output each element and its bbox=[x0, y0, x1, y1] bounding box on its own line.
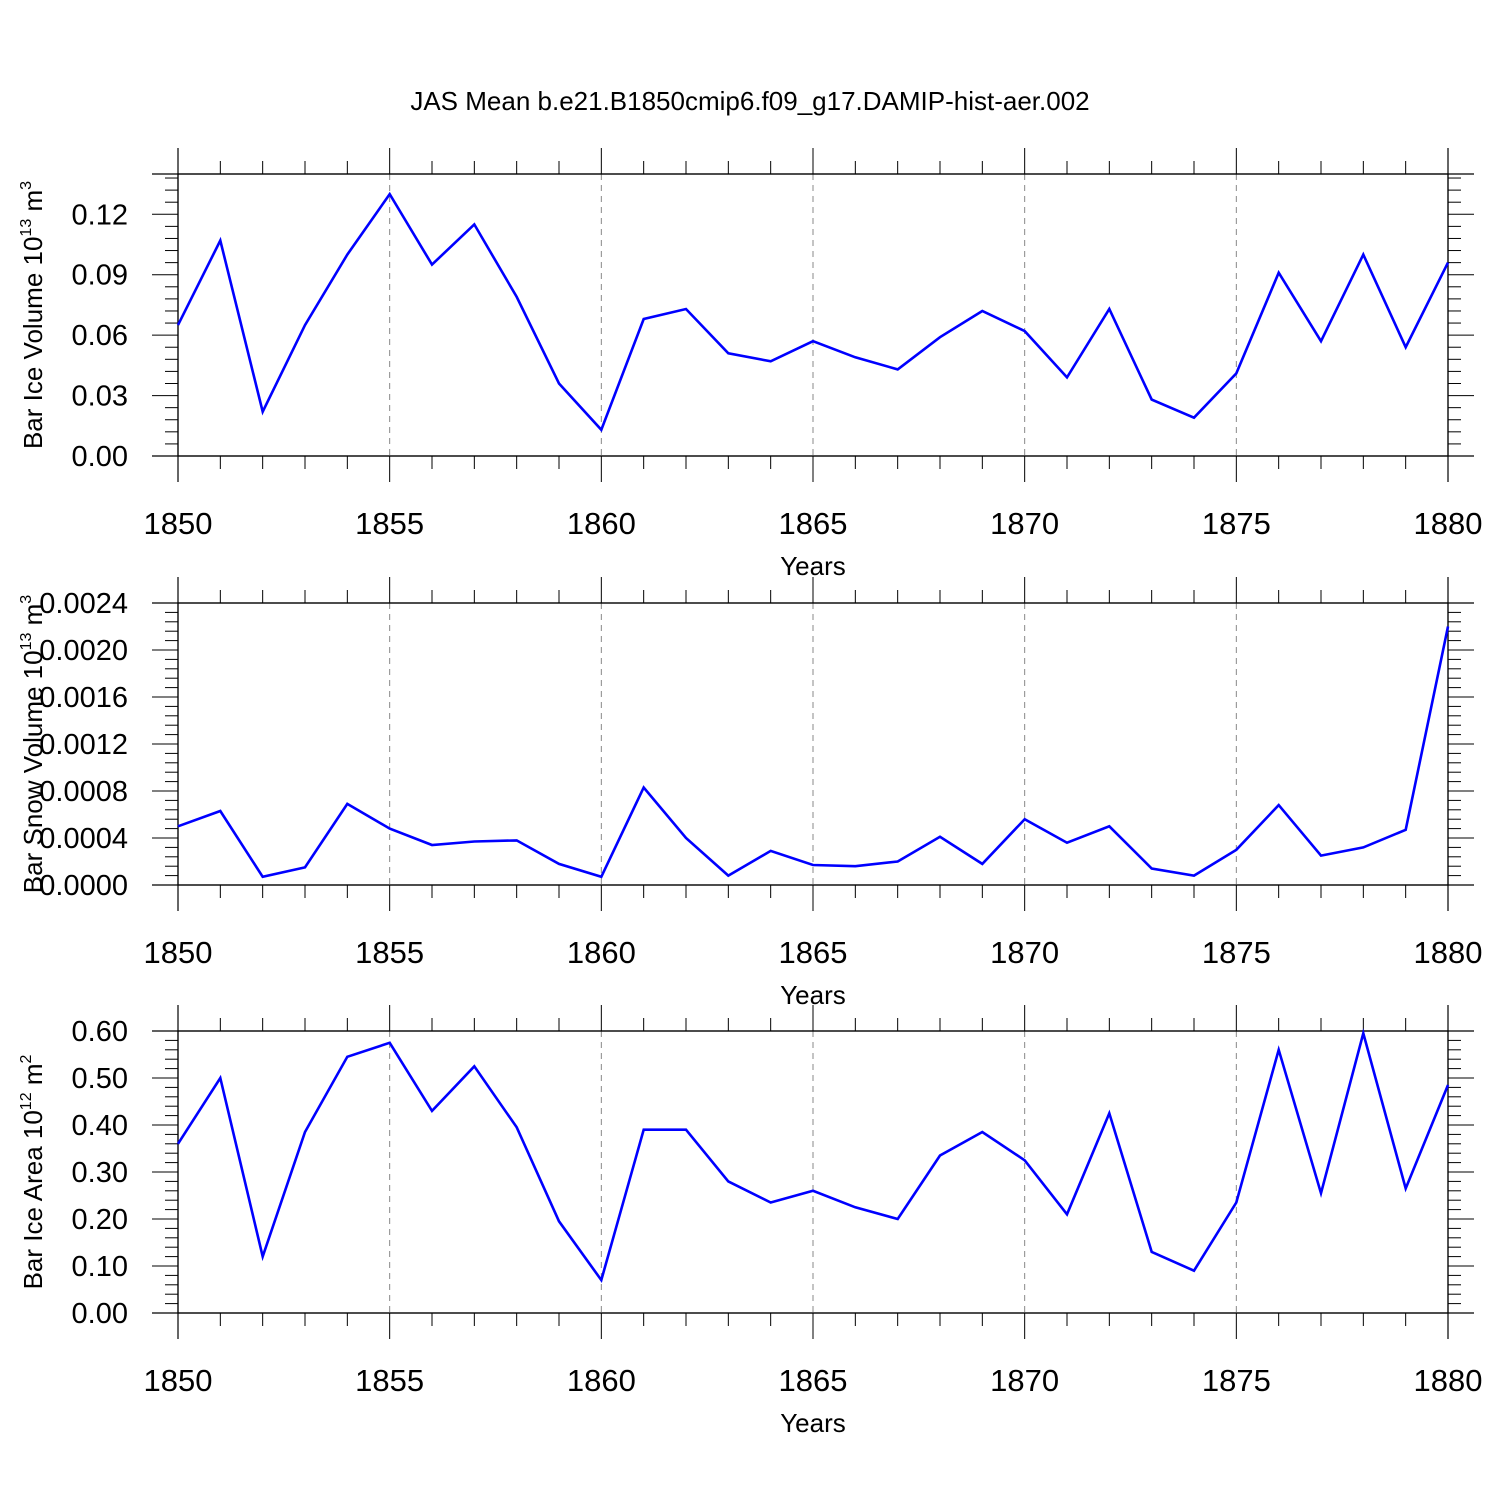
plot-frame bbox=[177, 173, 1449, 457]
y-tick-label: 0.50 bbox=[72, 1063, 128, 1095]
x-tick-label: 1860 bbox=[567, 1363, 636, 1398]
x-tick-label: 1870 bbox=[990, 1363, 1059, 1398]
x-tick-label: 1850 bbox=[144, 506, 213, 541]
y-tick-label: 0.0024 bbox=[39, 588, 128, 620]
plot-frame bbox=[177, 602, 1449, 886]
x-tick-label: 1855 bbox=[355, 935, 424, 970]
panel-1: 1850 1855 1860 1865 1870 1875 1880 Years 0.00 0.0… bbox=[18, 148, 1482, 581]
y-tick-label: 0.0004 bbox=[39, 823, 128, 855]
series-line bbox=[176, 191, 1450, 433]
x-tick-label: 1860 bbox=[567, 506, 636, 541]
x-tick-label: 1865 bbox=[779, 1363, 848, 1398]
x-tick-label: 1870 bbox=[990, 506, 1059, 541]
x-tick-label: 1850 bbox=[144, 1363, 213, 1398]
x-tick-label: 1880 bbox=[1414, 506, 1483, 541]
y-tick-label: 0.00 bbox=[72, 1298, 128, 1330]
y-axis-label: Bar Snow Volume 1013 m3 bbox=[18, 595, 48, 894]
y-axis-label: Bar Ice Volume 1013 m3 bbox=[18, 181, 48, 449]
y-tick-label: 0.12 bbox=[72, 199, 128, 231]
x-axis-label: Years bbox=[780, 1408, 846, 1438]
x-tick-label: 1875 bbox=[1202, 1363, 1271, 1398]
y-tick-label: 0.0020 bbox=[39, 635, 128, 667]
y-tick-label: 0.60 bbox=[72, 1016, 128, 1048]
y-tick-label: 0.0000 bbox=[39, 870, 128, 902]
y-tick-label: 0.0008 bbox=[39, 776, 128, 808]
x-tick-label: 1860 bbox=[567, 935, 636, 970]
plot-frame bbox=[177, 1030, 1449, 1314]
y-tick-label: 0.03 bbox=[72, 381, 128, 413]
x-tick-label: 1865 bbox=[779, 506, 848, 541]
x-tick-label: 1865 bbox=[779, 935, 848, 970]
y-tick-label: 0.0016 bbox=[39, 682, 128, 714]
x-tick-label: 1855 bbox=[355, 506, 424, 541]
x-tick-label: 1870 bbox=[990, 935, 1059, 970]
x-tick-label: 1880 bbox=[1414, 1363, 1483, 1398]
panel-3: 1850 1855 1860 1865 1870 1875 1880 Years 0.00 0.1… bbox=[18, 1005, 1482, 1438]
y-tick-label: 0.10 bbox=[72, 1251, 128, 1283]
x-tick-label: 1855 bbox=[355, 1363, 424, 1398]
series-line bbox=[177, 626, 1450, 879]
x-tick-label: 1880 bbox=[1414, 935, 1483, 970]
panel-2: 1850 1855 1860 1865 1870 1875 1880Years0.00000… bbox=[18, 577, 1482, 1010]
y-tick-label: 0.00 bbox=[72, 441, 128, 473]
y-tick-label: 0.0012 bbox=[39, 729, 128, 761]
y-axis-label: Bar Ice Area 1012 m2 bbox=[18, 1054, 48, 1289]
y-tick-label: 0.20 bbox=[72, 1204, 128, 1236]
x-tick-label: 1850 bbox=[144, 935, 213, 970]
y-tick-label: 0.30 bbox=[72, 1157, 128, 1189]
y-tick-label: 0.40 bbox=[72, 1110, 128, 1142]
x-tick-label: 1875 bbox=[1202, 506, 1271, 541]
y-tick-label: 0.06 bbox=[72, 320, 128, 352]
series-line bbox=[176, 1028, 1450, 1284]
chart-title: JAS Mean b.e21.B1850cmip6.f09_g17.DAMIP-… bbox=[410, 86, 1089, 116]
x-axis-label: Years bbox=[780, 551, 846, 581]
x-tick-label: 1875 bbox=[1202, 935, 1271, 970]
y-tick-label: 0.09 bbox=[72, 260, 128, 292]
